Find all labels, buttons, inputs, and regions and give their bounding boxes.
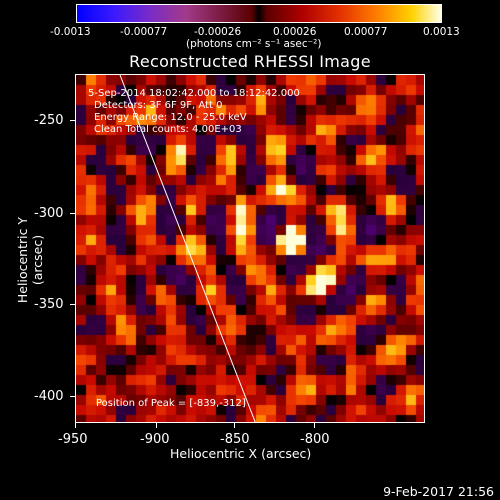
image-plot-area: 5-Sep-2014 18:02:42.000 to 18:12:42.000 … [75,74,425,423]
colorbar-tick: -0.0013 [50,26,91,38]
colorbar-tick: -0.00077 [120,26,168,38]
clean-counts-text: Clean Total counts: 4.00E+03 [94,124,242,135]
energy-range-text: Energy Range: 12.0 - 25.0 keV [94,112,247,123]
y-tick-label: -300 [34,206,64,221]
y-tick-label: -250 [34,113,64,128]
image-title: Reconstructed RHESSI Image [129,52,371,71]
y-tick-label: -400 [34,389,64,404]
colorbar-tick: -0.00026 [194,26,242,38]
colorbar-tick: 0.00077 [344,26,388,38]
footer-date: 9-Feb-2017 21:56 [383,484,494,499]
detectors-text: Detectors: 3F 6F 9F, Att 0 [94,100,223,111]
solar-limb-line [119,75,256,422]
x-tick-label: -800 [300,432,330,447]
colorbar-tick: 0.00026 [273,26,317,38]
x-tick-label: -950 [58,432,88,447]
x-tick-label: -900 [140,432,170,447]
limb-overlay [119,75,256,422]
time-range-text: 5-Sep-2014 18:02:42.000 to 18:12:42.000 [88,88,300,99]
peak-position-text: Position of Peak = [-839,-312] [96,398,246,409]
y-axis-label: Heliocentric Y (arcsec) [15,216,45,304]
x-axis-label: Heliocentric X (arcsec) [170,446,312,461]
colorbar-units: (photons cm⁻² s⁻¹ asec⁻²) [186,38,322,50]
colorbar [76,4,442,23]
colorbar-tick: 0.0013 [423,26,460,38]
x-tick-label: -850 [220,432,250,447]
intensity-map [76,75,424,422]
y-tick-label: -350 [34,297,64,312]
